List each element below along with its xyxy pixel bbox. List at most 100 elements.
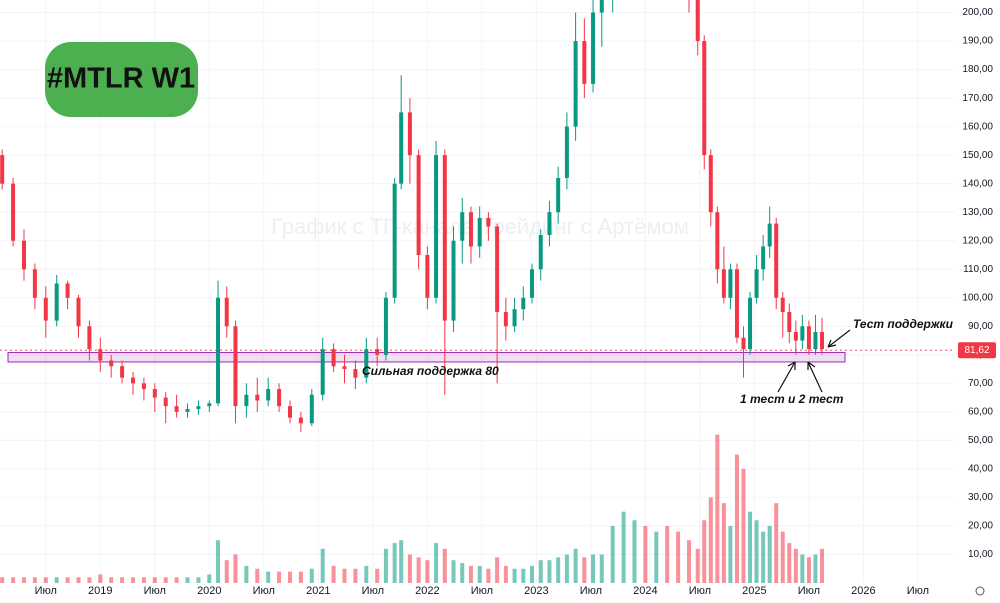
volume-bar	[43, 577, 48, 583]
candle-body	[451, 240, 456, 321]
candle-body	[556, 177, 561, 213]
x-tick-label: Июл	[362, 585, 384, 597]
candle-body	[407, 112, 412, 156]
volume-bar	[163, 577, 168, 583]
volume-bar	[141, 577, 146, 583]
badge: #MTLR W1	[47, 63, 195, 95]
candle-body	[715, 212, 720, 270]
candle-body	[503, 312, 508, 327]
volume-bar	[582, 557, 587, 583]
volume-bar	[512, 568, 517, 583]
candle-body	[695, 0, 700, 42]
y-tick-label: 110,00	[963, 264, 993, 275]
candle-body	[434, 155, 439, 298]
x-tick-label: 2024	[633, 585, 657, 597]
volume-bar	[530, 565, 535, 583]
candle-body	[255, 394, 260, 401]
candle-body	[460, 212, 465, 241]
volume-bar	[266, 571, 271, 583]
candle-body	[767, 223, 772, 247]
x-tick-label: 2023	[524, 585, 548, 597]
y-tick-label: 160,00	[962, 121, 993, 132]
volume-bar	[591, 554, 596, 583]
candle-body	[109, 360, 114, 367]
candle-body	[425, 254, 430, 298]
volume-bar	[819, 548, 824, 583]
volume-bar	[721, 503, 726, 583]
volume-bar	[244, 565, 249, 583]
y-tick-label: 140,00	[962, 178, 993, 189]
candle-body	[54, 283, 59, 321]
settings-icon[interactable]	[975, 586, 985, 596]
candle-body	[174, 406, 179, 412]
candle-body	[538, 235, 543, 270]
volume-bar	[503, 565, 508, 583]
volume-bar	[353, 568, 358, 583]
candle-body	[728, 269, 733, 298]
x-tick-label: 2019	[88, 585, 112, 597]
volume-bar	[813, 554, 818, 583]
volume-bar	[342, 568, 347, 583]
y-tick-label: 10,00	[968, 549, 993, 560]
volume-bar	[806, 557, 811, 583]
volume-bar	[741, 468, 746, 583]
volume-bar	[734, 454, 739, 583]
volume-bar	[416, 557, 421, 583]
volume-bar	[364, 565, 369, 583]
volume-bar	[573, 548, 578, 583]
volume-bar	[654, 531, 659, 583]
last-price-label: 81,62	[964, 345, 989, 356]
volume-bar	[383, 548, 388, 583]
volume-bar	[407, 554, 412, 583]
candle-body	[383, 297, 388, 355]
x-tick-label: 2025	[742, 585, 766, 597]
volume-bar	[547, 560, 552, 583]
candle-body	[806, 326, 811, 350]
badge-bg	[45, 42, 198, 117]
volume-bar	[754, 520, 759, 583]
candle-body	[287, 406, 292, 418]
candle-body	[185, 409, 190, 412]
volume-bar	[54, 577, 59, 583]
candle-body	[320, 349, 325, 395]
candle-body	[582, 41, 587, 84]
last-price-box	[958, 342, 996, 359]
candle-body	[120, 366, 125, 378]
y-tick-label: 40,00	[968, 464, 993, 475]
candle-body	[734, 269, 739, 338]
candle-body	[530, 269, 535, 298]
candle-body	[748, 297, 753, 350]
arrow	[827, 329, 851, 348]
volume-bar	[800, 554, 805, 583]
volume-bar	[442, 548, 447, 583]
candle-body	[131, 377, 136, 384]
volume-bar	[610, 525, 615, 583]
x-tick-label: Июл	[580, 585, 602, 597]
candle-body	[521, 297, 526, 310]
candle-body	[266, 389, 271, 401]
candle-body	[819, 332, 824, 350]
zone-layer	[0, 349, 955, 363]
volume-bar	[152, 577, 157, 583]
candle-body	[43, 297, 48, 321]
y-tick-label: 170,00	[962, 93, 993, 104]
candle-body	[233, 326, 238, 407]
volume-bar	[174, 577, 179, 583]
candle-body	[163, 397, 168, 407]
candle-body	[787, 312, 792, 333]
volume-bar	[298, 571, 303, 583]
volume-bar	[761, 531, 766, 583]
volume-bar	[320, 548, 325, 583]
volume-bar	[434, 543, 439, 583]
candle-body	[573, 41, 578, 127]
candle-body	[0, 155, 5, 184]
candle-body	[547, 212, 552, 236]
volume-bar	[695, 548, 700, 583]
candle-body	[216, 297, 221, 404]
volume-bar	[702, 520, 707, 583]
candle-body	[800, 326, 805, 341]
volume-bar	[632, 520, 637, 583]
volume-bar	[774, 503, 779, 583]
arrow	[807, 361, 823, 393]
candle-body	[708, 155, 713, 213]
